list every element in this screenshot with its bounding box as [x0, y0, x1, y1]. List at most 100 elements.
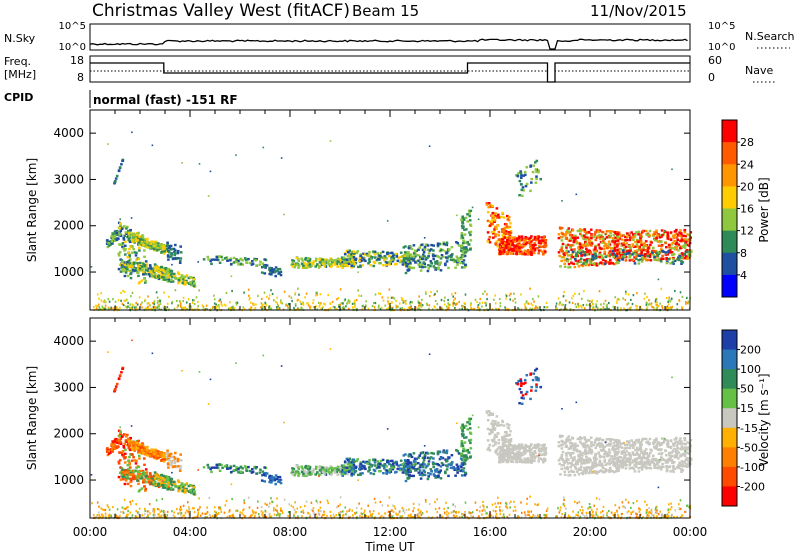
echo-point	[412, 244, 416, 247]
echo-point	[207, 466, 210, 469]
echo-point	[260, 271, 264, 274]
echo-point	[559, 249, 562, 252]
echo-point	[412, 452, 416, 455]
freq-tick-top: 18	[70, 54, 84, 67]
echo-point	[131, 268, 135, 272]
echo-point	[586, 244, 589, 247]
echo-point	[237, 468, 240, 471]
echo-point	[258, 263, 262, 266]
echo-point	[456, 471, 459, 474]
ground-echo-point	[545, 306, 547, 309]
ground-echo-point	[669, 300, 672, 303]
echo-point	[166, 483, 170, 486]
ground-echo-point	[674, 289, 676, 293]
echo-point	[125, 227, 128, 230]
echo-point	[170, 486, 173, 490]
echo-point	[686, 250, 689, 253]
echo-point	[565, 231, 568, 234]
ground-echo-point	[624, 298, 627, 301]
echo-point	[534, 243, 537, 247]
ground-echo-point	[666, 296, 668, 300]
echo-point	[398, 468, 402, 472]
echo-point	[274, 274, 277, 278]
cpid-label: CPID	[4, 91, 33, 104]
echo-point	[675, 232, 678, 236]
ground-echo-point	[217, 303, 220, 307]
echo-point	[321, 262, 325, 265]
echo-point	[576, 236, 580, 239]
ground-echo-point	[473, 308, 476, 311]
ground-echo-point	[322, 305, 324, 308]
echo-point	[594, 263, 597, 267]
echo-point	[420, 463, 424, 466]
echo-point	[273, 270, 276, 273]
echo-point	[159, 246, 163, 250]
ground-echo-point	[156, 296, 159, 299]
echo-point	[442, 449, 446, 452]
echo-point	[410, 474, 414, 478]
echo-point	[150, 273, 153, 276]
echo-point	[346, 458, 350, 462]
echo-point	[132, 262, 136, 266]
sparse-echo-point	[329, 140, 332, 142]
echo-point	[413, 249, 417, 252]
echo-point	[166, 451, 169, 454]
echo-point	[418, 473, 422, 476]
echo-point	[270, 267, 273, 270]
echo-point	[348, 249, 352, 252]
echo-point	[491, 222, 494, 226]
echo-point	[640, 248, 643, 251]
echo-point	[304, 464, 308, 468]
ground-echo-point	[263, 291, 266, 294]
echo-point	[263, 466, 266, 469]
ground-echo-point	[215, 306, 218, 309]
echo-point	[426, 269, 430, 273]
echo-point	[163, 250, 166, 253]
echo-point	[678, 255, 681, 258]
echo-point	[107, 452, 111, 455]
echo-point	[497, 213, 500, 216]
echo-point	[521, 186, 525, 189]
echo-point	[496, 216, 499, 219]
echo-point	[640, 250, 643, 253]
echo-point	[455, 255, 459, 258]
ground-echo-point	[477, 304, 480, 307]
echo-point	[464, 454, 468, 457]
echo-point	[172, 458, 176, 462]
echo-point	[356, 250, 359, 253]
echo-point	[500, 228, 504, 231]
echo-point	[165, 272, 169, 276]
echo-point	[243, 257, 247, 260]
ground-echo-point	[656, 307, 658, 310]
echo-point	[114, 385, 118, 388]
echo-point	[179, 278, 183, 281]
echo-point	[359, 473, 362, 476]
echo-point	[432, 244, 435, 247]
ground-echo-point	[231, 289, 233, 293]
ground-echo-point	[98, 306, 100, 309]
echo-point	[493, 225, 497, 229]
echo-point	[516, 175, 520, 178]
echo-point	[399, 459, 403, 462]
echo-point	[486, 211, 490, 214]
echo-point	[127, 445, 131, 448]
ground-echo-point	[307, 304, 310, 307]
echo-point	[614, 232, 617, 235]
echo-point	[215, 255, 219, 258]
ground-echo-point	[428, 304, 431, 307]
echo-point	[560, 239, 564, 242]
echo-point	[506, 218, 510, 221]
echo-point	[122, 478, 125, 481]
echo-point	[119, 229, 123, 233]
ground-echo-point	[474, 298, 477, 301]
echo-point	[168, 487, 171, 491]
ground-echo-point	[386, 307, 388, 310]
echo-point	[187, 276, 191, 280]
echo-point	[179, 467, 182, 471]
echo-point	[124, 461, 127, 464]
echo-point	[594, 238, 598, 242]
echo-point	[375, 466, 379, 470]
echo-point	[120, 264, 124, 267]
echo-point	[678, 253, 681, 256]
echo-point	[679, 229, 682, 232]
